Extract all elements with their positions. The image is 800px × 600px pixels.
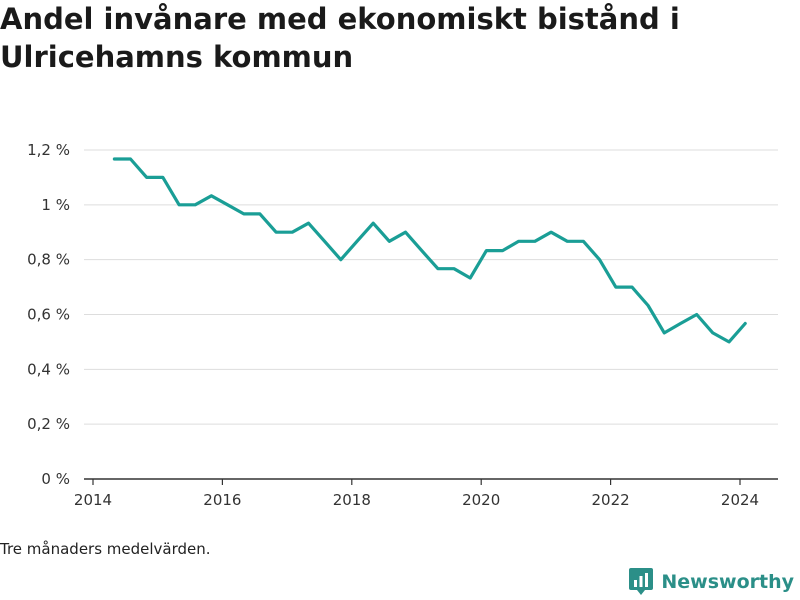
y-tick-label: 1,2 % <box>27 141 70 159</box>
x-tick-label: 2020 <box>462 491 500 509</box>
y-axis-ticks: 0 % 0,2 % 0,4 % 0,6 % 0,8 % 1 % 1,2 % <box>27 141 70 488</box>
x-axis: 2014 2016 2018 2020 2022 2024 <box>74 478 778 509</box>
chart-title: Andel invånare med ekonomiskt bistånd i … <box>0 2 680 74</box>
x-tick-label: 2018 <box>333 491 371 509</box>
brand-name: Newsworthy <box>661 571 794 593</box>
x-tick-label: 2016 <box>203 491 241 509</box>
y-tick-label: 1 % <box>41 196 70 214</box>
footnote: Tre månaders medelvärden. <box>0 540 211 558</box>
brand: Newsworthy <box>629 568 794 596</box>
x-tick-label: 2022 <box>592 491 630 509</box>
y-tick-label: 0,8 % <box>27 251 70 269</box>
series-line <box>112 157 747 344</box>
gridlines <box>84 149 778 425</box>
x-tick-label: 2014 <box>74 491 112 509</box>
y-tick-label: 0 % <box>41 470 70 488</box>
x-tick-label: 2024 <box>721 491 759 509</box>
bar-chart-logo-icon <box>629 568 654 595</box>
y-tick-label: 0,6 % <box>27 306 70 324</box>
series-lines <box>112 157 747 344</box>
y-tick-label: 0,4 % <box>27 360 70 378</box>
y-tick-label: 0,2 % <box>27 415 70 433</box>
